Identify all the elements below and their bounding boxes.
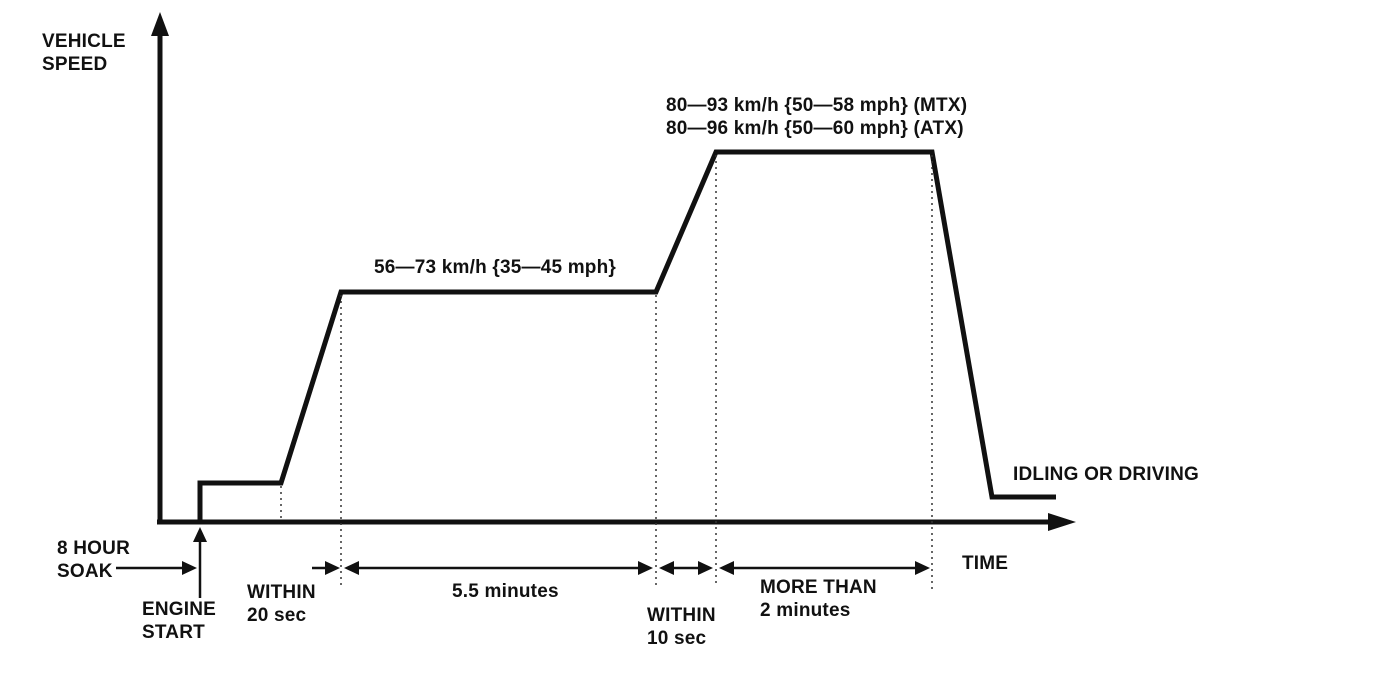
- within-20-arrow-icon: [325, 561, 340, 575]
- engine-start-label: ENGINE START: [142, 599, 217, 643]
- x-axis-label: TIME: [962, 553, 1009, 574]
- speed-profile-line: [197, 149, 1056, 522]
- within-20-sec-label: WITHIN 20 sec: [247, 582, 316, 626]
- more-than-2-arrow-left-icon: [719, 561, 734, 575]
- x-axis-arrow-icon: [1048, 513, 1076, 531]
- soak-arrow-icon: [182, 561, 197, 575]
- duration-5-5-arrow-left-icon: [344, 561, 359, 575]
- within-10-sec-label: WITHIN 10 sec: [647, 605, 716, 649]
- plateau1-speed-label: 56—73 km/h {35—45 mph}: [374, 257, 617, 278]
- within-10-arrow-right-icon: [698, 561, 713, 575]
- within-10-arrow-left-icon: [659, 561, 674, 575]
- soak-label: 8 HOUR SOAK: [57, 538, 130, 582]
- more-than-2-minutes-label: MORE THAN 2 minutes: [760, 577, 877, 621]
- y-axis-label: VEHICLE SPEED: [42, 31, 126, 75]
- idling-or-driving-label: IDLING OR DRIVING: [1013, 464, 1200, 485]
- plateau2-speed-label: 80—93 km/h {50—58 mph} (MTX) 80—96 km/h …: [666, 95, 968, 139]
- duration-5-5-arrow-right-icon: [638, 561, 653, 575]
- engine-start-arrow-icon: [193, 527, 207, 542]
- duration-5-5-minutes-label: 5.5 minutes: [452, 581, 559, 602]
- y-axis-arrow-icon: [151, 12, 169, 36]
- more-than-2-arrow-right-icon: [915, 561, 930, 575]
